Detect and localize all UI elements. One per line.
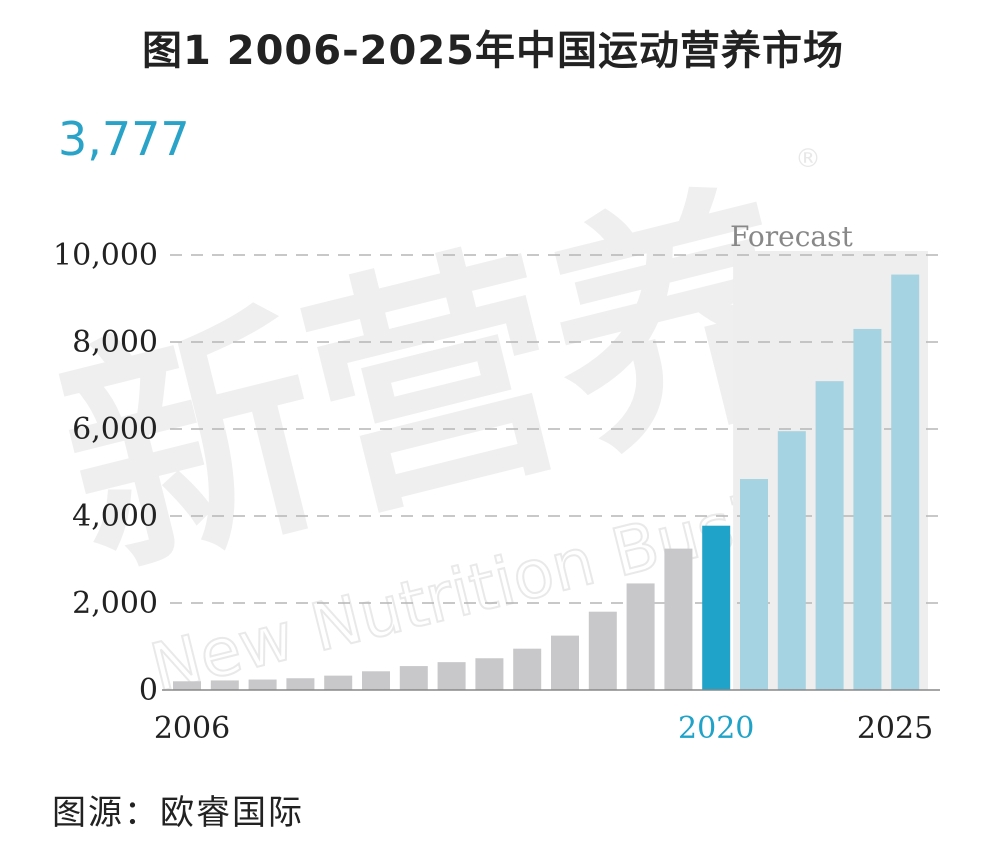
y-axis-ticks: 0 2,000 4,000 6,000 8,000 10,000 [53,238,158,708]
y-tick-label: 8,000 [72,325,158,360]
bar-2012 [399,666,428,690]
bar-2021 [740,479,768,690]
bar-2022 [777,431,806,690]
gridlines [170,254,940,604]
bar-2006 [173,681,201,690]
chart-title: 图1 2006-2025年中国运动营养市场 [141,28,844,74]
bar-2024 [853,328,882,690]
bar-2011 [362,671,390,690]
y-tick-label: 0 [139,673,158,708]
bar-2025 [891,274,920,690]
bar-2017 [588,611,617,690]
bar-2007 [210,680,239,690]
bar-2009 [286,678,315,690]
bar-2018 [626,583,655,690]
source-note: 图源：欧睿国际 [52,793,304,833]
bar-2019 [664,548,693,690]
bar-2015 [513,648,542,690]
bar-2023 [815,381,844,690]
bars [173,274,920,690]
bar-2020 [702,525,731,690]
watermark-mark: ® [795,144,821,174]
y-tick-label: 2,000 [72,586,158,621]
bar-2014 [475,658,504,690]
y-tick-label: 10,000 [53,238,158,273]
bar-2016 [551,635,579,690]
x-tick-label-2025: 2025 [857,711,933,746]
y-tick-label: 4,000 [72,499,158,534]
forecast-annotation: Forecast [730,220,853,253]
bar-2010 [324,675,353,690]
highlight-value: 3,777 [58,112,190,166]
x-tick-label-2006: 2006 [154,711,230,746]
bar-2013 [437,662,466,690]
x-axis-ticks: 2006 2020 2025 [154,711,933,746]
y-tick-label: 6,000 [72,412,158,447]
x-tick-label-2020: 2020 [678,711,754,746]
bar-2008 [248,679,277,690]
